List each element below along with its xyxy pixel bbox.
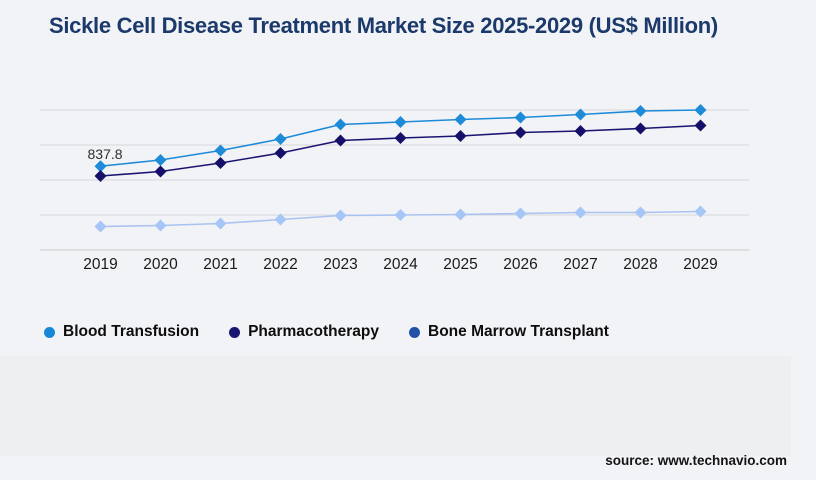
page-title: Sickle Cell Disease Treatment Market Siz…: [49, 13, 718, 38]
chart-legend: Blood Transfusion Pharmacotherapy Bone M…: [44, 323, 609, 341]
lower-panel: [0, 356, 791, 456]
svg-text:2022: 2022: [263, 256, 297, 273]
svg-text:2021: 2021: [203, 256, 237, 273]
svg-text:2028: 2028: [623, 256, 657, 273]
svg-text:2027: 2027: [563, 256, 597, 273]
svg-text:2020: 2020: [143, 256, 178, 273]
svg-text:2029: 2029: [683, 256, 717, 273]
legend-item-pharmacotherapy: Pharmacotherapy: [229, 323, 379, 341]
svg-text:2025: 2025: [443, 256, 477, 273]
market-size-chart: 2019 2020 2021 2022 2023 2024 2025 2026 2027 2028…: [0, 85, 816, 285]
legend-label: Bone Marrow Transplant: [428, 323, 609, 340]
svg-text:2026: 2026: [503, 256, 537, 273]
legend-label: Blood Transfusion: [63, 323, 200, 340]
legend-label: Pharmacotherapy: [248, 323, 380, 340]
svg-text:2023: 2023: [323, 256, 357, 273]
svg-text:2019: 2019: [83, 256, 117, 273]
legend-item-blood-transfusion: Blood Transfusion: [44, 323, 199, 341]
legend-item-bone-marrow-transplant: Bone Marrow Transplant: [409, 323, 609, 341]
blood-transfusion-dot-icon: [44, 326, 55, 338]
svg-text:837.8: 837.8: [88, 146, 123, 162]
chart-canvas: 2019 2020 2021 2022 2023 2024 2025 2026 2027 2028…: [40, 104, 749, 273]
source-note: source: www.technavio.com: [605, 453, 787, 468]
bone-marrow-transplant-dot-icon: [409, 326, 421, 338]
svg-text:2024: 2024: [383, 256, 418, 273]
pharmacotherapy-dot-icon: [229, 326, 241, 338]
